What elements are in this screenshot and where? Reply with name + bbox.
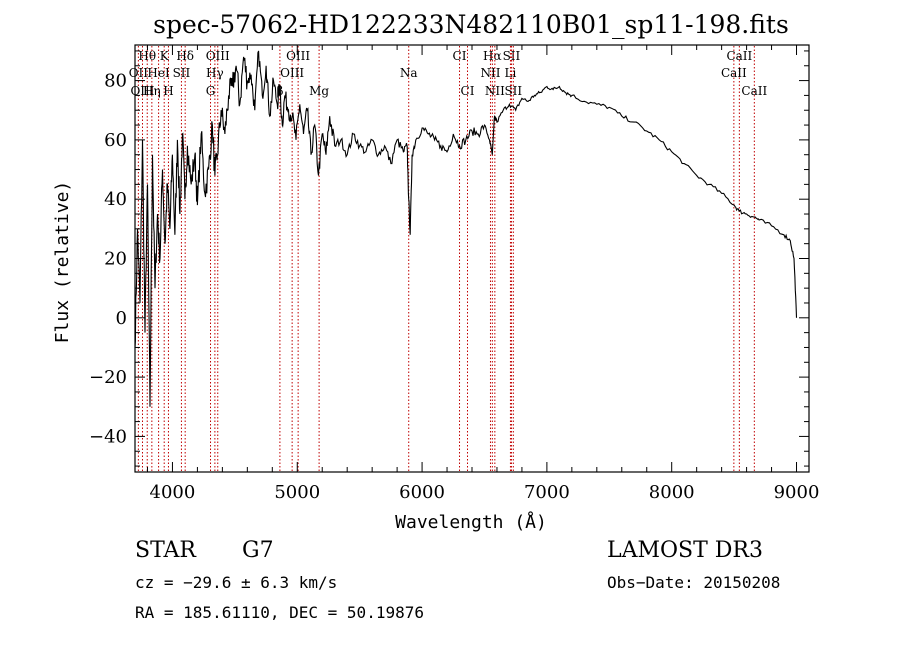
y-tick-label: 60: [104, 130, 127, 151]
spectral-line-label: Na: [400, 66, 418, 80]
y-axis-label: Flux (relative): [52, 181, 73, 344]
spectral-line-label: OII: [129, 66, 149, 80]
x-tick-label: 8000: [649, 482, 695, 503]
spectral-line-label: Hθ: [138, 49, 156, 63]
spectral-line-label: Li: [505, 66, 517, 80]
y-tick-label: 0: [116, 308, 127, 329]
x-tick-label: 5000: [274, 482, 320, 503]
spectral-line-label: G: [206, 84, 216, 98]
spectral-line-label: H: [163, 84, 173, 98]
spectral-line-label: SII: [173, 66, 191, 80]
x-tick-label: 4000: [150, 482, 196, 503]
x-tick-label: 7000: [524, 482, 570, 503]
spectral-line-label: NII: [480, 66, 500, 80]
spectral-line-label: CaII: [721, 66, 747, 80]
spectral-line-label: OIII: [286, 49, 310, 63]
y-tick-label: −40: [89, 426, 127, 447]
spectral-line-label: HeI: [147, 66, 170, 80]
spectral-line-label: NII: [485, 84, 505, 98]
series-layer: [134, 50, 798, 407]
spectral-line-label: Hα: [483, 49, 502, 63]
x-tick-label: 6000: [399, 482, 445, 503]
subclass: G7: [242, 538, 274, 563]
object-type: STAR: [135, 538, 196, 563]
spectral-line-label: Hδ: [176, 49, 194, 63]
spectral-line-label: Mg: [309, 84, 329, 98]
axis-ticks-layer: 4000 5000 6000 7000 8000 9000 −40 −20 0 20 40 60 80: [89, 45, 819, 503]
x-axis-label: Wavelength (Å): [395, 511, 547, 533]
coordinates: RA = 185.61110, DEC = 50.19876: [135, 603, 424, 622]
spectral-line-label: CI: [461, 84, 475, 98]
redshift-text: cz = −29.6 ± 6.3 km/s: [135, 573, 338, 592]
spectral-line-label: OIII: [206, 49, 230, 63]
plot-frame: [134, 44, 810, 473]
spectral-line-label: CI: [453, 49, 467, 63]
y-tick-label: 20: [104, 249, 127, 270]
spectral-line-label: OIII: [130, 84, 154, 98]
survey-name: LAMOST DR3: [607, 538, 763, 563]
y-tick-label: 40: [104, 189, 127, 210]
spectral-line-label: CaII: [741, 84, 767, 98]
spectral-line-label: OIII: [280, 66, 304, 80]
y-tick-label: −20: [89, 367, 127, 388]
obs-date: Obs−Date: 20150208: [607, 573, 781, 592]
chart-title: spec-57062-HD122233N482110B01_sp11-198.f…: [153, 10, 789, 39]
spectral-line-label: SII: [504, 84, 522, 98]
x-tick-label: 9000: [774, 482, 820, 503]
y-tick-label: 80: [104, 71, 127, 92]
spectral-line-label: K: [160, 49, 170, 63]
spectral-line-label: SII: [503, 49, 521, 63]
spectrum-line: [134, 50, 798, 407]
spectral-line-label: CaII: [726, 49, 752, 63]
spectral-line-label: Hγ: [206, 66, 224, 80]
spectral-line-label: Hη: [143, 84, 161, 98]
